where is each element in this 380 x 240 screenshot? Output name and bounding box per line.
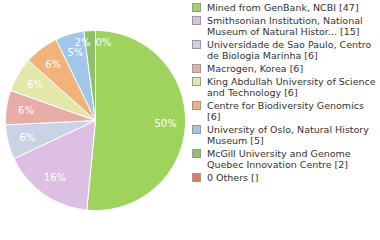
svg-text:5%: 5%	[67, 47, 83, 58]
svg-text:6%: 6%	[27, 79, 43, 90]
html-text:Mined from GenBank, NCBI [47]: Mined from GenBank, NCBI [47]	[207, 2, 359, 13]
svg-text:6%: 6%	[19, 132, 35, 143]
html-text:Smithsonian Institution, Natio: Smithsonian Institution, National Museum…	[207, 15, 363, 37]
svg-text:2%: 2%	[75, 37, 91, 48]
svg-text:6%: 6%	[45, 59, 61, 70]
svg-text:16%: 16%	[44, 172, 66, 183]
html-text:Universidade de Sao Paulo, Cen: Universidade de Sao Paulo, Centro de Bio…	[207, 39, 372, 61]
html-text:King Abdullah University of Sc: King Abdullah University of Science and …	[207, 76, 376, 98]
html-text:McGill University and Genome Q: McGill University and Genome Quebec Inno…	[207, 148, 351, 170]
svg-text:0%: 0%	[96, 37, 112, 48]
html-text:Centre for Biodiversity Genomi: Centre for Biodiversity Genomics [6]	[207, 100, 364, 122]
html-text:Macrogen, Korea [6]: Macrogen, Korea [6]	[207, 63, 304, 74]
html-text:University of Oslo, Natural Hi: University of Oslo, Natural History Muse…	[207, 124, 369, 146]
svg-text:50%: 50%	[154, 118, 176, 129]
html-text:0 Others []: 0 Others []	[207, 172, 259, 183]
svg-text:6%: 6%	[18, 105, 34, 116]
